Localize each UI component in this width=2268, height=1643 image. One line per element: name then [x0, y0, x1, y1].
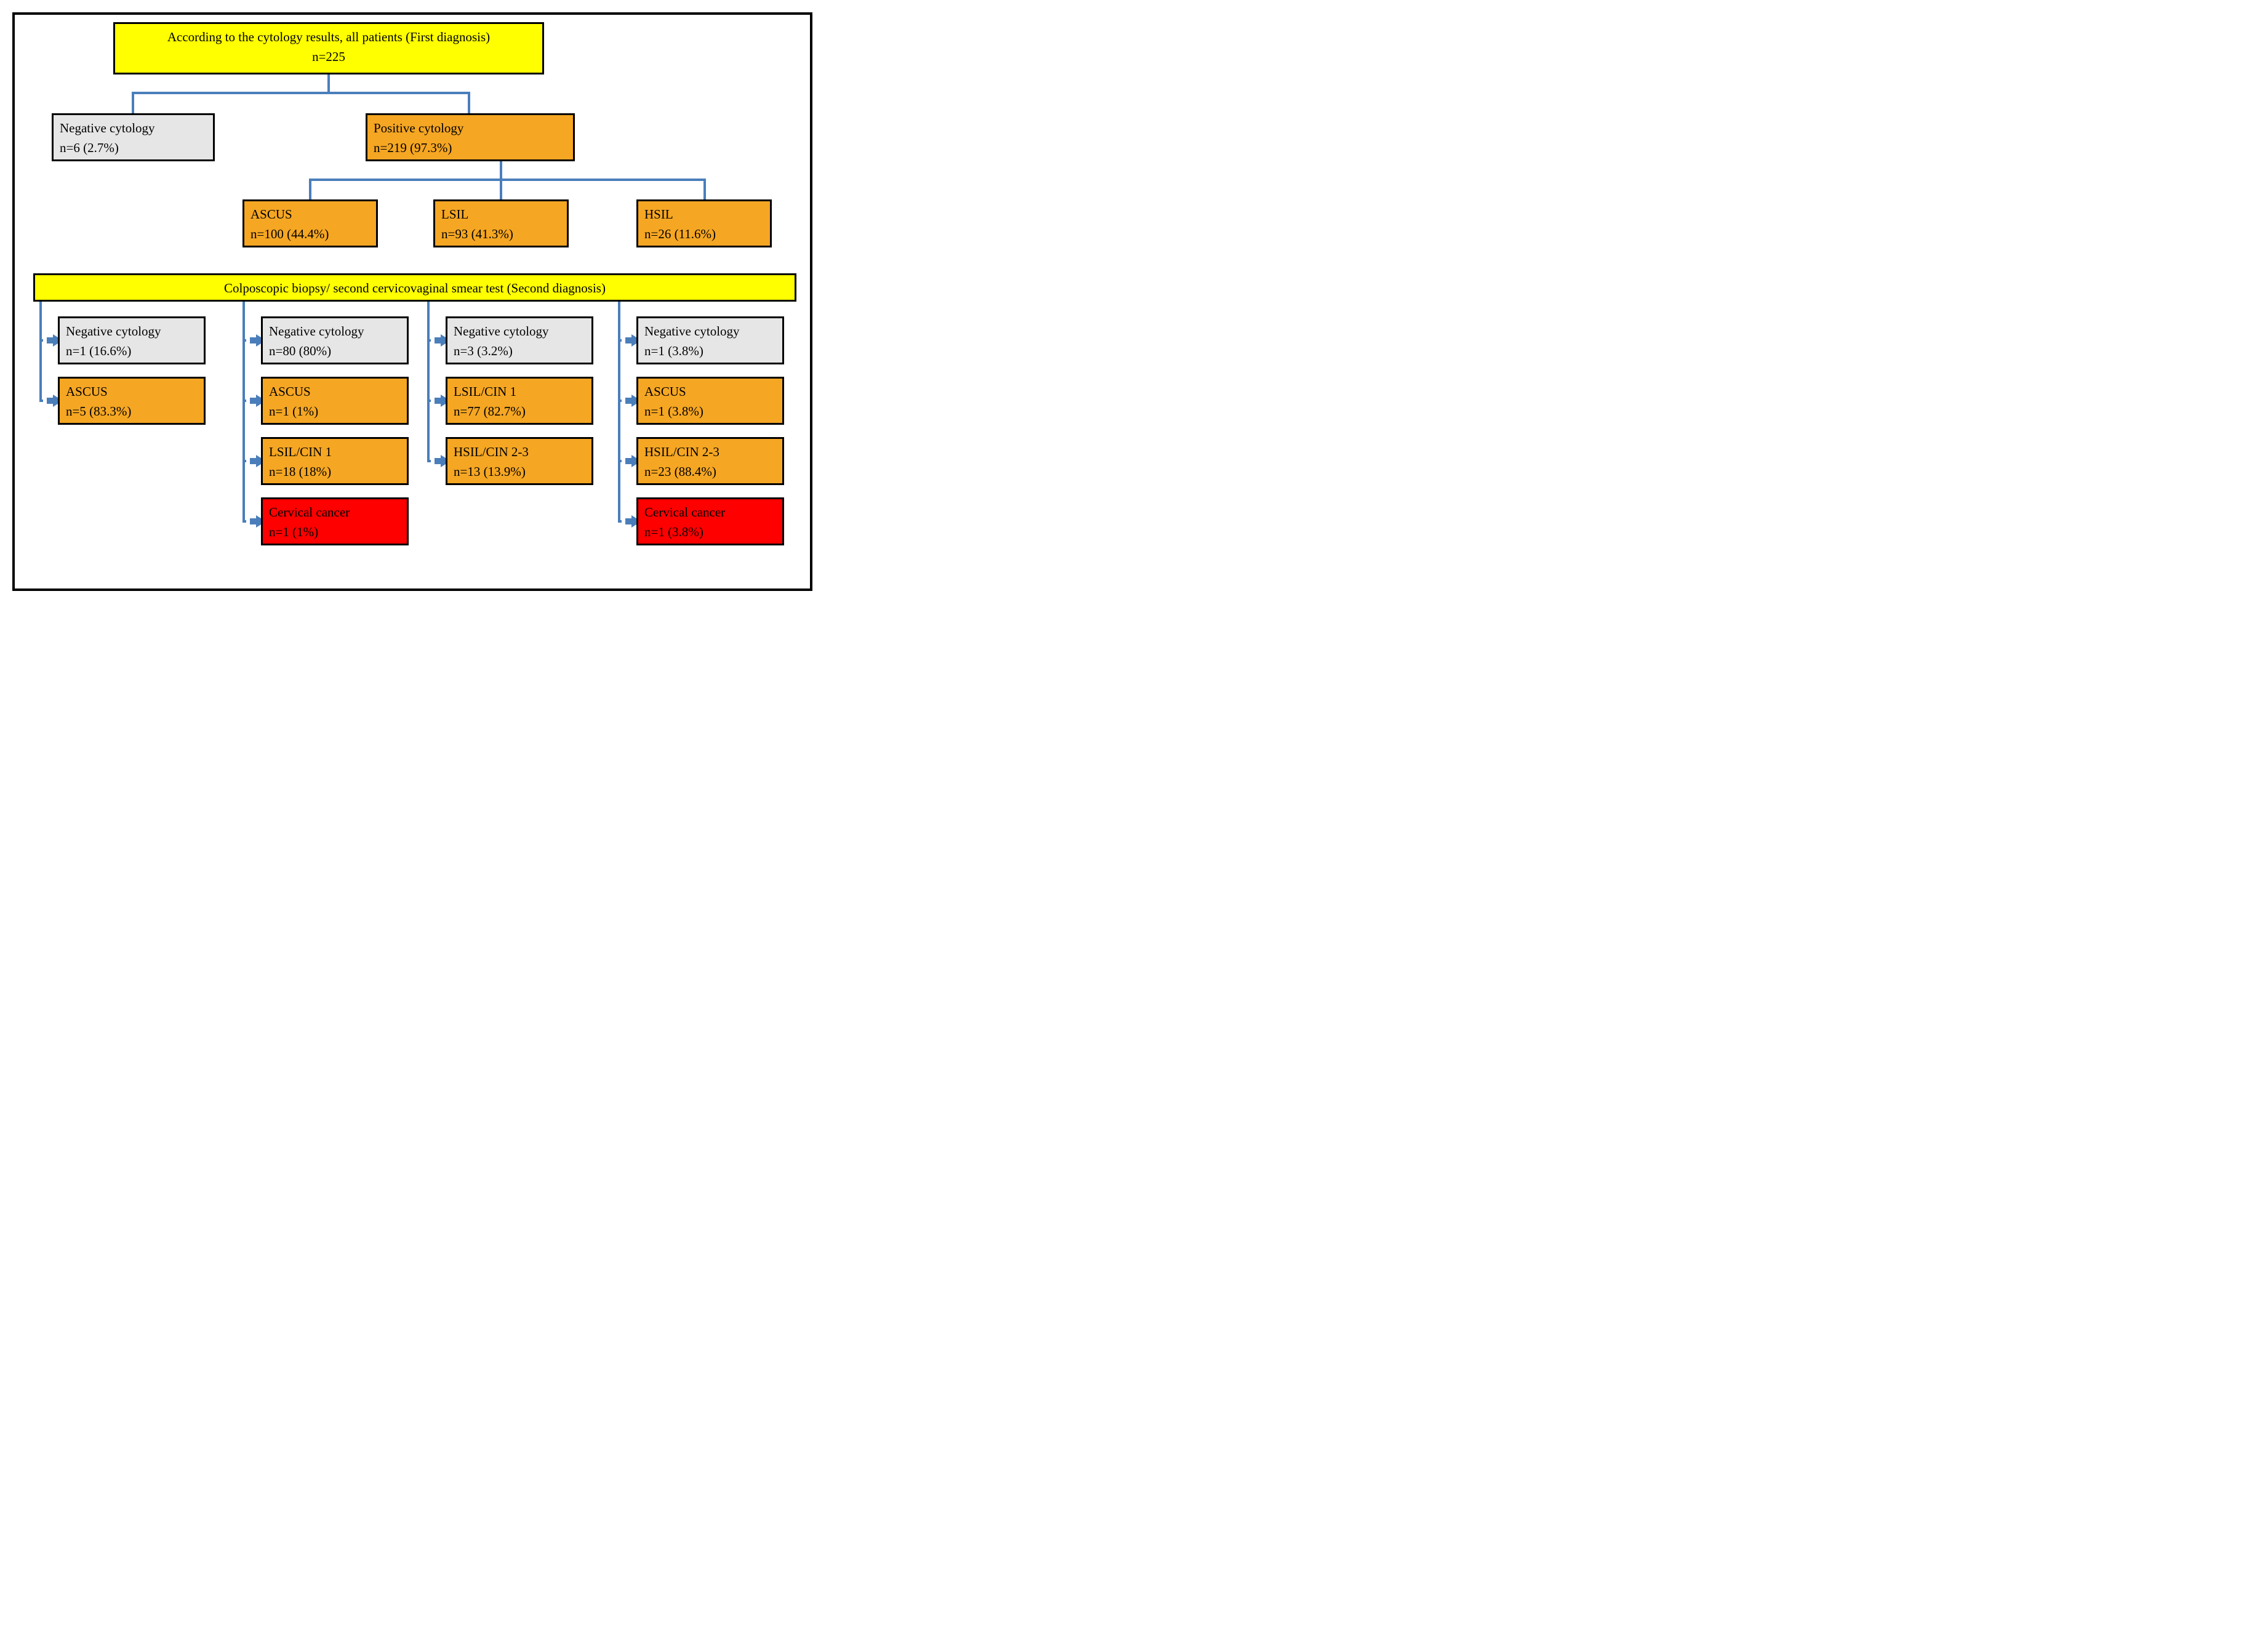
conn — [242, 460, 246, 462]
conn — [309, 179, 706, 181]
conn — [468, 92, 470, 113]
l1-negative: Negative cytology n=6 (2.7%) — [52, 113, 215, 161]
col-ascus-item: ASCUSn=1 (1%) — [261, 377, 409, 425]
conn — [309, 179, 311, 199]
column-spine — [242, 302, 245, 523]
col-hsil-item: Cervical cancern=1 (3.8%) — [636, 497, 784, 545]
l2-ascus: ASCUS n=100 (44.4%) — [242, 199, 378, 247]
conn — [132, 92, 134, 113]
conn — [242, 339, 246, 342]
root-node: According to the cytology results, all p… — [113, 22, 544, 74]
conn — [427, 400, 431, 402]
col-ascus-item: Negative cytologyn=80 (80%) — [261, 316, 409, 364]
col-neg-item: Negative cytologyn=1 (16.6%) — [58, 316, 206, 364]
col-lsil-item: HSIL/CIN 2-3n=13 (13.9%) — [446, 437, 593, 485]
l1-positive: Positive cytology n=219 (97.3%) — [366, 113, 575, 161]
root-line1: According to the cytology results, all p… — [121, 28, 536, 47]
col-lsil-item: Negative cytologyn=3 (3.2%) — [446, 316, 593, 364]
conn — [427, 460, 431, 462]
l2-lsil: LSIL n=93 (41.3%) — [433, 199, 569, 247]
col-hsil-item: HSIL/CIN 2-3n=23 (88.4%) — [636, 437, 784, 485]
col-lsil-item: LSIL/CIN 1n=77 (82.7%) — [446, 377, 593, 425]
conn — [500, 161, 502, 180]
col-ascus-item: Cervical cancern=1 (1%) — [261, 497, 409, 545]
conn — [242, 520, 246, 523]
col-ascus-item: LSIL/CIN 1n=18 (18%) — [261, 437, 409, 485]
conn — [618, 460, 622, 462]
conn — [327, 74, 330, 93]
column-spine — [427, 302, 430, 462]
col-hsil-item: Negative cytologyn=1 (3.8%) — [636, 316, 784, 364]
column-spine — [39, 302, 42, 402]
conn — [618, 339, 622, 342]
conn — [39, 400, 43, 402]
conn — [39, 339, 43, 342]
diagram-frame: According to the cytology results, all p… — [12, 12, 812, 591]
banner-second-diagnosis: Colposcopic biopsy/ second cervicovagina… — [33, 273, 796, 302]
conn — [703, 179, 706, 199]
col-neg-item: ASCUSn=5 (83.3%) — [58, 377, 206, 425]
l2-hsil: HSIL n=26 (11.6%) — [636, 199, 772, 247]
conn — [132, 92, 470, 94]
conn — [500, 179, 502, 199]
root-line2: n=225 — [121, 47, 536, 67]
conn — [618, 400, 622, 402]
conn — [618, 520, 622, 523]
conn — [242, 400, 246, 402]
column-spine — [618, 302, 620, 523]
conn — [427, 339, 431, 342]
col-hsil-item: ASCUSn=1 (3.8%) — [636, 377, 784, 425]
